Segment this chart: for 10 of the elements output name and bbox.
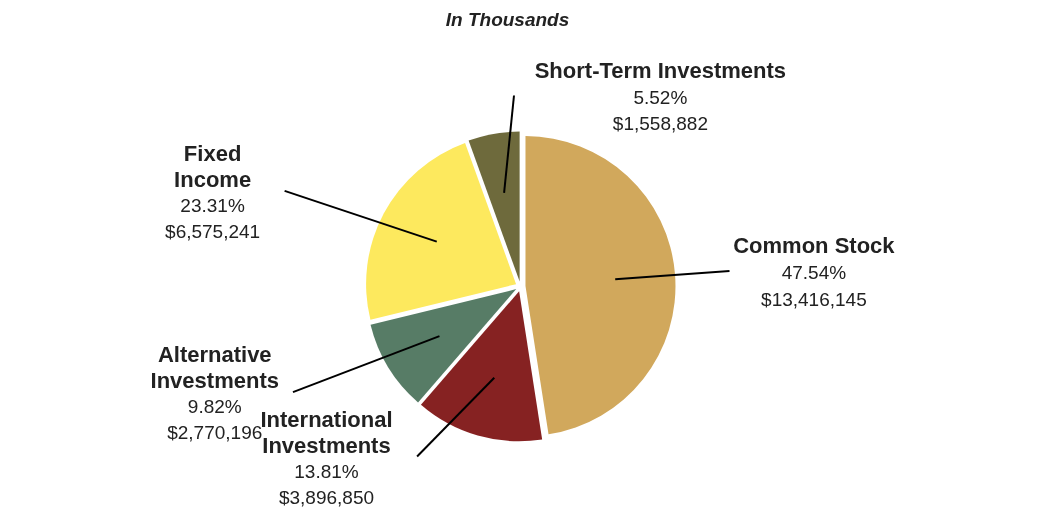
slice-label: Fixed Income [174, 140, 252, 193]
chart-title: In Thousands [445, 8, 570, 30]
slice-label: Alternative Investments [150, 342, 279, 394]
data-label: 47.54% $13,416,145 [761, 262, 867, 310]
data-label: 13.81% $3,896,850 [278, 460, 375, 508]
slice-label: Common Stock [733, 233, 896, 259]
slice-label: Short-Term Investments [534, 58, 787, 83]
data-label: 23.31% $6,575,241 [165, 194, 261, 243]
data-label: 9.82% $2,770,196 [167, 396, 263, 444]
data-label: 5.52% $1,558,882 [612, 87, 708, 135]
